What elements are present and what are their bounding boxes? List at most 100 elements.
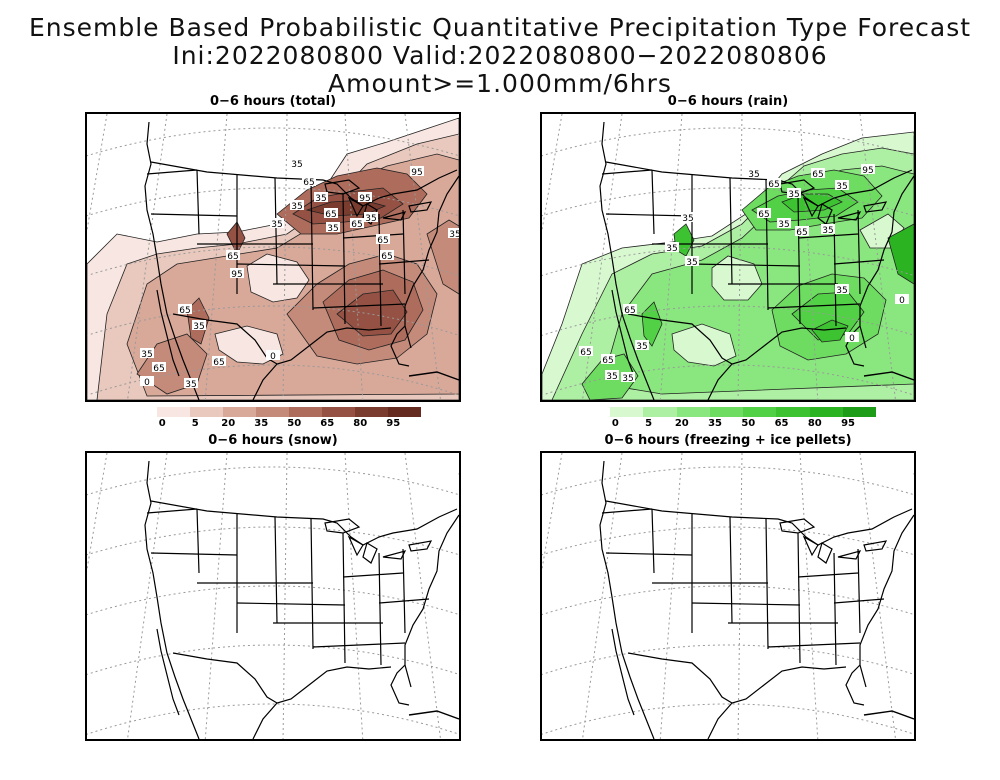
contour-label-bg (230, 268, 244, 278)
contour-label: 35 (291, 160, 302, 170)
colorbar-tick-label: 20 (674, 418, 689, 429)
contour-label-bg (302, 176, 316, 186)
contour-label: 35 (327, 224, 338, 234)
contour-label-bg (821, 224, 835, 234)
contour-label-bg (324, 208, 338, 218)
colorbar-tick-label: 0 (158, 418, 166, 429)
colorbar-rain (610, 407, 876, 417)
colorbar-total-labels: 0 5 20 35 50 65 80 95 (157, 418, 421, 432)
contour-label: 65 (227, 252, 238, 262)
contour-label-bg (681, 212, 695, 222)
colorbar-swatch (289, 407, 322, 417)
contour-label-bg (845, 332, 859, 342)
colorbar-tick-label: 95 (386, 418, 401, 429)
contour-label-bg (192, 320, 206, 330)
contour-label: 95 (411, 168, 422, 178)
contour-label: 35 (636, 342, 647, 352)
contour-label-bg (152, 362, 166, 372)
contour-label: 65 (179, 306, 190, 316)
contour-label: 35 (449, 230, 459, 240)
colorbar-tick-label: 5 (191, 418, 199, 429)
colorbar-swatch (842, 407, 876, 417)
colorbar-swatch (676, 407, 710, 417)
contour-label-bg (140, 376, 154, 386)
colorbar-swatch (709, 407, 743, 417)
colorbar-tick-label: 80 (807, 418, 822, 429)
colorbar-tick-label: 50 (741, 418, 756, 429)
graticule (87, 114, 459, 400)
map-canvas: 3565353565953565356565356595653565356535… (87, 114, 459, 400)
contour-label-bg (178, 304, 192, 314)
contour-label: 95 (231, 270, 242, 280)
contour-label: 35 (778, 220, 789, 230)
contour-label: 65 (580, 348, 591, 358)
contour-label-bg (787, 188, 801, 198)
contour-label-bg (290, 200, 304, 210)
contour-label: 65 (351, 220, 362, 230)
contour-label: 35 (271, 220, 282, 230)
map-panel-rain: 35 65 35 65 35 95 65 35 65 35 35 35 35 65 35 35 65 35 0 0 65… (540, 112, 916, 402)
map-canvas (87, 453, 459, 739)
contour-label-bg (410, 166, 424, 176)
contour-label: 35 (315, 194, 326, 204)
contour-label: 65 (377, 236, 388, 246)
colorbar-swatch (776, 407, 810, 417)
contour-label: 65 (213, 358, 224, 368)
map-canvas (542, 453, 914, 739)
probability-contour (811, 319, 849, 343)
colorbar-total (157, 407, 421, 417)
contour-label-bg (364, 212, 378, 222)
colorbar-swatch (256, 407, 289, 417)
figure-title-line2: Ini:2022080800 Valid:2022080800−20220808… (172, 41, 828, 98)
colorbar-tick-label: 95 (841, 418, 856, 429)
colorbar-swatch (643, 407, 677, 417)
contour-label: 35 (666, 244, 677, 254)
colorbar-tick-label: 65 (774, 418, 789, 429)
contour-label-bg (811, 168, 825, 178)
contour-label: 35 (365, 214, 376, 224)
contour-label: 65 (325, 210, 336, 220)
probability-contour (887, 223, 914, 285)
panel-title-rain: 0−6 hours (rain) (667, 94, 789, 109)
colorbar-tick-label: 35 (708, 418, 723, 429)
contour-label: 35 (686, 258, 697, 268)
contour-label-bg (747, 168, 761, 178)
colorbar-tick-label: 35 (254, 418, 269, 429)
contour-label-bg (326, 222, 340, 232)
map-panel-total: 35 65 35 35 65 95 35 65 35 65 65 35 65 95 65 35 65 35 65 35… (85, 112, 461, 402)
colorbar-swatch (355, 407, 388, 417)
contour-label: 35 (788, 190, 799, 200)
contour-label-bg (767, 178, 781, 188)
contour-label-bg (605, 370, 619, 380)
probability-field (542, 131, 914, 400)
contour-label-bg (835, 284, 849, 294)
contour-label-bg (621, 372, 635, 382)
contour-label: 95 (359, 194, 370, 204)
map-canvas: 35 65 35 65 35 95 65 35 65 35 35 35 35 65 35 35 65 35 0 0 65… (542, 114, 914, 400)
contour-label: 65 (796, 228, 807, 238)
contour-label: 0 (899, 296, 905, 306)
contour-label: 35 (291, 202, 302, 212)
panel-title-freezing: 0−6 hours (freezing + ice pellets) (604, 433, 852, 448)
colorbar-swatch (322, 407, 355, 417)
probability-contour (426, 219, 459, 295)
panel-title-snow: 0−6 hours (snow) (208, 433, 338, 448)
colorbar-swatch (157, 407, 190, 417)
contour-label-bg (350, 218, 364, 228)
contour-label-bg (579, 346, 593, 356)
graticule (542, 114, 914, 400)
contour-label-bg (376, 234, 390, 244)
colorbar-rain-labels: 0 5 20 35 50 65 80 95 (610, 418, 876, 432)
contour-label: 65 (812, 170, 823, 180)
contour-label-bg (184, 378, 198, 388)
contour-label-bg (448, 228, 459, 238)
graticule (542, 453, 914, 739)
contour-label-bg (266, 350, 280, 360)
basemap-outline (144, 460, 459, 739)
contour-label: 35 (836, 182, 847, 192)
contour-label-bg (777, 218, 791, 228)
colorbar-tick-label: 50 (287, 418, 302, 429)
contour-label-bg (835, 180, 849, 190)
colorbar-tick-label: 80 (353, 418, 368, 429)
figure-title-line1: Ensemble Based Probabilistic Quantitativ… (28, 13, 972, 42)
